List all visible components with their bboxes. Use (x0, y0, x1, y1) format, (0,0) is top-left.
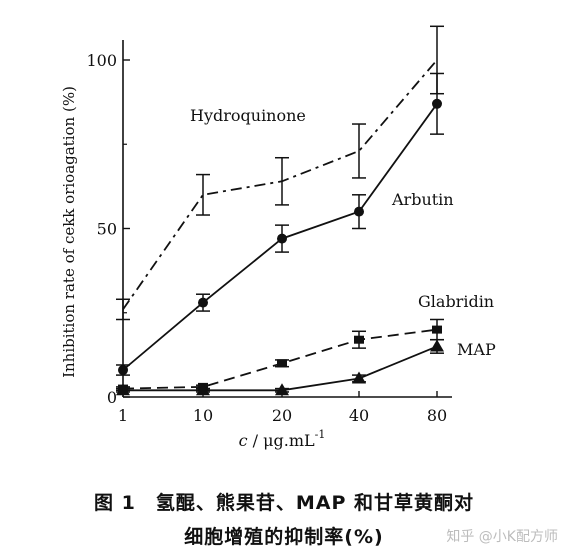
x-tick-label: 40 (349, 406, 369, 425)
series-map: MAP (116, 338, 496, 396)
data-point (432, 98, 442, 109)
data-point (430, 339, 444, 352)
data-point (352, 371, 366, 384)
series-label: MAP (457, 340, 496, 359)
figure-caption-line2: 细胞增殖的抑制率(%) (184, 526, 384, 548)
y-axis-label: Inhibition rate of cekk orioagation (%) (60, 86, 78, 378)
series-hydroquinone: Hydroquinone (116, 25, 444, 321)
watermark: 知乎 @小K配方师 (446, 529, 558, 545)
series-label: Glabridin (418, 292, 494, 311)
data-point (275, 383, 289, 396)
series-label: Hydroquinone (190, 106, 306, 125)
y-tick-label: 50 (97, 220, 117, 239)
data-point (198, 297, 208, 308)
x-tick-label: 10 (193, 406, 213, 425)
chart: 0 50 100 1 10 20 40 80 c / μg.mL-1 Inhibition rat… (60, 25, 496, 450)
series-arbutin: Arbutin (116, 72, 454, 376)
data-point (354, 206, 364, 217)
series-line (122, 328, 438, 390)
data-point (432, 325, 442, 334)
data-point (116, 383, 130, 396)
data-point (354, 335, 364, 344)
figure-caption-line1: 图 1 氢醌、熊果苷、MAP 和甘草黄酮对 (94, 492, 474, 514)
y-tick-label: 0 (107, 388, 117, 407)
x-tick-label: 20 (272, 406, 292, 425)
data-point (196, 383, 210, 396)
x-tick-label: 80 (427, 406, 447, 425)
data-point (277, 233, 287, 244)
x-tick-label: 1 (118, 406, 128, 425)
y-tick-label: 100 (86, 51, 117, 70)
data-point (277, 359, 287, 368)
x-axis-label: c / μg.mL-1 (239, 428, 326, 450)
series-line (123, 345, 438, 392)
series-line (122, 59, 438, 310)
data-point (118, 365, 128, 376)
series-label: Arbutin (391, 190, 454, 209)
